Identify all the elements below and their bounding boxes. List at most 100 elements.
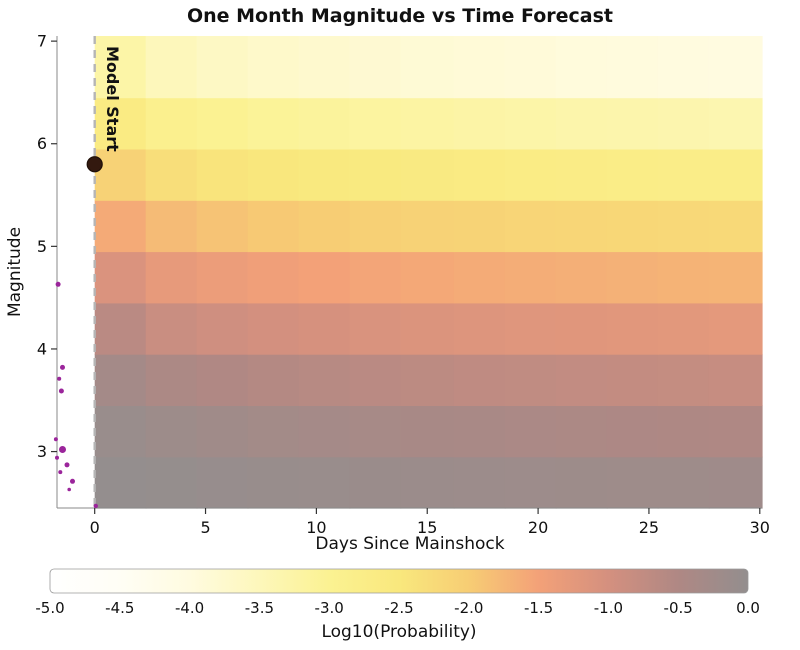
heatmap-cell xyxy=(453,200,506,253)
heatmap-cell xyxy=(606,251,659,304)
colorbar xyxy=(49,568,749,594)
colorbar-tick-label: -1.0 xyxy=(594,599,623,617)
heatmap-cell xyxy=(247,405,300,458)
heatmap-cell xyxy=(453,148,506,201)
heatmap-cell xyxy=(196,456,249,509)
heatmap-cell xyxy=(196,251,249,304)
heatmap-cell xyxy=(606,97,659,150)
heatmap-cell xyxy=(555,251,608,304)
colorbar-label: Log10(Probability) xyxy=(321,622,476,642)
earthquake-point xyxy=(70,478,75,484)
heatmap-cell xyxy=(94,97,147,150)
heatmap-cell xyxy=(145,36,198,99)
heatmap-cell xyxy=(606,302,659,355)
heatmap-cell xyxy=(94,148,147,201)
heatmap-cell xyxy=(555,302,608,355)
earthquake-point xyxy=(58,388,64,394)
earthquake-point xyxy=(64,462,70,468)
heatmap-cell xyxy=(400,200,455,253)
heatmap-cell xyxy=(349,148,402,201)
earthquake-point xyxy=(55,455,59,460)
heatmap-cell xyxy=(453,251,506,304)
heatmap-cell xyxy=(606,200,659,253)
heatmap-cell xyxy=(298,200,351,253)
heatmap-cell xyxy=(349,354,402,406)
heatmap-cell xyxy=(400,405,455,458)
y-tick-label: 4 xyxy=(37,339,47,358)
heatmap-cell xyxy=(145,405,198,458)
heatmap-cell xyxy=(247,148,300,201)
x-tick-label: 0 xyxy=(90,518,100,537)
heatmap-cell xyxy=(247,200,300,253)
heatmap-cell xyxy=(453,405,506,458)
earthquake-point xyxy=(57,376,62,381)
colorbar-tick-label: -2.5 xyxy=(384,599,413,617)
heatmap-cell xyxy=(298,251,351,304)
heatmap-cell xyxy=(298,97,351,150)
heatmap-cell xyxy=(349,200,402,253)
heatmap-cell xyxy=(298,405,351,458)
heatmap-cell xyxy=(400,456,455,509)
heatmap-cell xyxy=(555,97,608,150)
colorbar-tick-label: -2.0 xyxy=(454,599,483,617)
heatmap-cell xyxy=(657,200,710,253)
heatmap-cell xyxy=(94,456,147,509)
heatmap-cell xyxy=(453,302,506,355)
earthquake-point xyxy=(67,487,71,492)
heatmap-cell xyxy=(504,200,557,253)
heatmap-cell xyxy=(453,36,506,99)
heatmap-cell xyxy=(708,251,763,304)
heatmap-cell xyxy=(504,36,557,99)
heatmap-cell xyxy=(247,302,300,355)
aftershock-points xyxy=(53,281,99,509)
heatmap-cell xyxy=(606,354,659,406)
heatmap-cell xyxy=(555,200,608,253)
y-tick-label: 3 xyxy=(37,442,47,461)
heatmap-cell xyxy=(196,148,249,201)
heatmap-cell xyxy=(708,148,763,201)
heatmap-cell xyxy=(145,251,198,304)
x-tick-label: 25 xyxy=(639,518,659,537)
heatmap-cell xyxy=(606,456,659,509)
colorbar-tick-label: -4.0 xyxy=(175,599,204,617)
earthquake-point xyxy=(60,364,65,370)
heatmap-cell xyxy=(349,251,402,304)
heatmap-cell xyxy=(94,36,147,99)
heatmap-cell xyxy=(504,148,557,201)
heatmap-cell xyxy=(504,354,557,406)
heatmap-cell xyxy=(349,97,402,150)
colorbar-tick-label: -3.5 xyxy=(245,599,274,617)
heatmap-cell xyxy=(708,97,763,150)
heatmap-cell xyxy=(400,354,455,406)
axes: 0 5 10 15 20 25 30 3 4 5 6 7 xyxy=(37,32,770,537)
colorbar-tick-label: -5.0 xyxy=(35,599,64,617)
heatmap-cell xyxy=(400,251,455,304)
heatmap-cell xyxy=(400,148,455,201)
x-tick-label: 30 xyxy=(750,518,770,537)
colorbar-tick-label: -0.5 xyxy=(664,599,693,617)
heatmap-cell xyxy=(606,405,659,458)
heatmap-cell xyxy=(657,36,710,99)
heatmap-cell xyxy=(94,251,147,304)
y-tick-label: 6 xyxy=(37,134,47,153)
heatmap-cell xyxy=(555,354,608,406)
x-tick-label: 20 xyxy=(528,518,548,537)
heatmap-cell xyxy=(94,405,147,458)
heatmap-cell xyxy=(196,200,249,253)
heatmap-cell xyxy=(298,354,351,406)
heatmap-cell xyxy=(94,354,147,406)
heatmap-cell xyxy=(657,405,710,458)
heatmap-cell xyxy=(196,97,249,150)
heatmap-cell xyxy=(349,456,402,509)
heatmap-cell xyxy=(145,456,198,509)
heatmap-cell xyxy=(708,302,763,355)
heatmap-cell xyxy=(657,251,710,304)
colorbar-group: Log10(Probability) -5.0 -4.5 -4.0 -3.5 -3.0 -… xyxy=(35,568,760,642)
heatmap-cell xyxy=(453,456,506,509)
heatmap-cell xyxy=(606,36,659,99)
heatmap-cell xyxy=(94,302,147,355)
x-tick-label: 10 xyxy=(306,518,326,537)
heatmap-cell xyxy=(247,97,300,150)
heatmap-cell xyxy=(453,97,506,150)
